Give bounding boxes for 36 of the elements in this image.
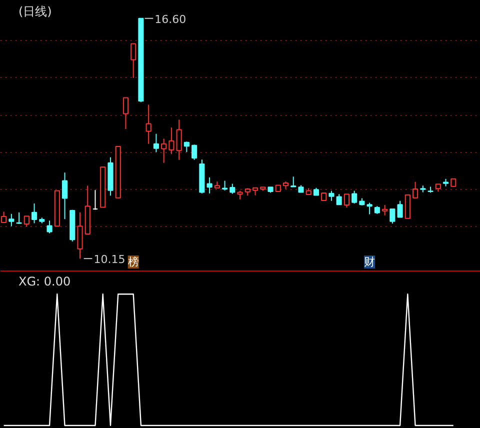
annotation: 榜 bbox=[128, 256, 139, 268]
candlestick bbox=[46, 220, 52, 234]
candlestick bbox=[31, 202, 38, 224]
candlestick bbox=[397, 200, 403, 218]
candlestick bbox=[206, 176, 212, 194]
candlestick bbox=[230, 183, 236, 194]
chart-title: XG: 0.00 bbox=[18, 274, 71, 288]
candlestick bbox=[382, 204, 388, 216]
candlestick bbox=[77, 212, 83, 260]
candlestick bbox=[176, 119, 182, 160]
candlestick bbox=[344, 194, 350, 208]
annotation: 10.15 bbox=[94, 253, 126, 266]
candlestick bbox=[8, 213, 14, 227]
annotation: 财 bbox=[364, 256, 376, 268]
candlestick bbox=[92, 190, 98, 210]
candlestick bbox=[290, 176, 296, 188]
candlestick bbox=[184, 141, 190, 153]
candlestick bbox=[62, 172, 68, 220]
chart-title: (日线) bbox=[18, 4, 52, 18]
annotation: 16.60 bbox=[154, 12, 186, 26]
candlestick bbox=[328, 190, 334, 202]
candlestick bbox=[352, 190, 358, 204]
candlestick bbox=[222, 180, 228, 191]
candlestick bbox=[168, 126, 174, 154]
candlestick bbox=[336, 194, 342, 206]
candlestick bbox=[153, 133, 159, 153]
candlestick bbox=[192, 144, 198, 160]
candlestick bbox=[161, 138, 167, 164]
candlestick bbox=[122, 97, 129, 130]
candlestick bbox=[366, 202, 372, 215]
candlestick bbox=[146, 104, 152, 144]
candlestick bbox=[412, 181, 418, 199]
candlestick bbox=[404, 194, 410, 219]
candlestick bbox=[24, 216, 30, 228]
candlestick bbox=[130, 43, 136, 78]
candlestick bbox=[390, 208, 396, 224]
